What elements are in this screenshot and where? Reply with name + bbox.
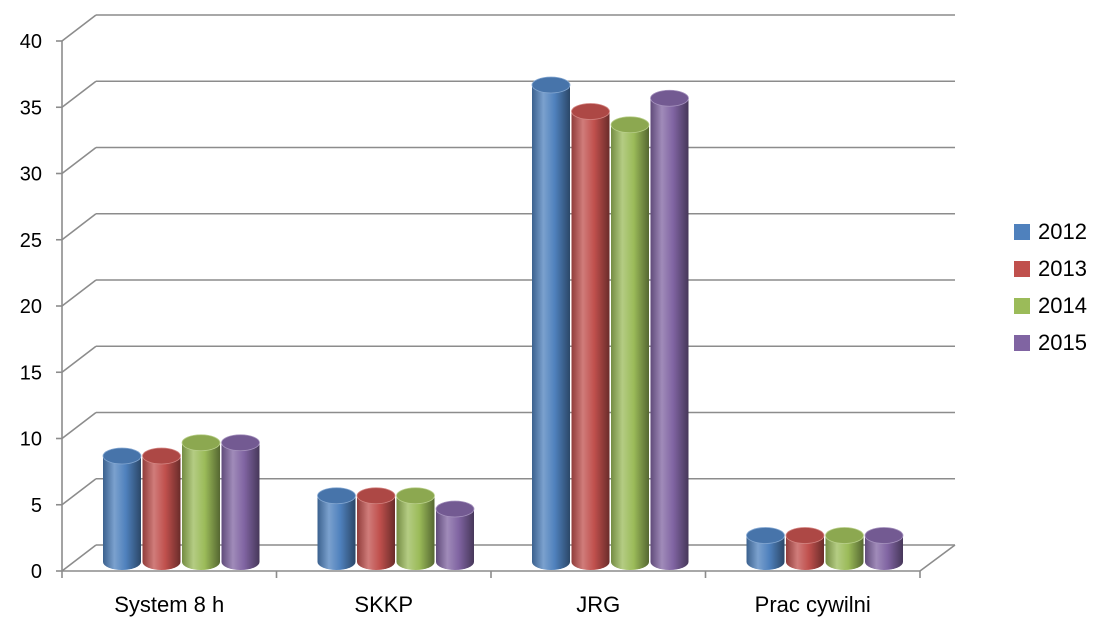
y-tick-label-8: 40 [20,31,42,53]
x-tick-label-1: SKKP [354,592,413,617]
legend-label-2015: 2015 [1038,329,1087,355]
bar-2013-2 [571,103,610,570]
legend-swatch-2012 [1014,223,1030,240]
bar-2013-0 [142,447,181,570]
legend-item-2013: 2013 [1014,255,1087,282]
bar-2015-0 [221,434,260,570]
bar-2014-1 [396,487,435,570]
x-tick-label-2: JRG [576,592,620,617]
gridline-diag-6 [61,146,97,175]
legend-item-2015: 2015 [1014,329,1087,356]
legend: 2012 2013 2014 2015 [1014,218,1087,366]
y-tick-label-2: 10 [20,429,42,451]
y-tick-label-3: 15 [20,362,42,384]
gridline-diag-7 [61,80,97,108]
bar-2015-1 [435,500,475,570]
bar-2015-3 [864,527,904,570]
bar-2012-1 [317,487,356,570]
bar-2012-3 [746,527,785,570]
bars [102,76,904,570]
gridline-diag-3 [61,345,97,373]
bar-2014-3 [825,527,864,570]
floor-right-edge [919,544,956,572]
legend-item-2014: 2014 [1014,292,1087,319]
bar-2012-2 [531,76,571,570]
gridlines [61,14,955,572]
y-tick-label-0: 0 [31,561,42,583]
bar-2013-3 [785,527,825,570]
gridline-diag-8 [61,14,97,42]
axes [56,40,956,578]
y-tick-label-7: 35 [20,97,42,119]
y-tick-label-1: 5 [31,495,42,517]
legend-label-2013: 2013 [1038,255,1087,281]
gridline-diag-1 [61,478,97,506]
legend-swatch-2015 [1014,334,1030,351]
legend-swatch-2013 [1014,260,1030,277]
legend-label-2014: 2014 [1038,292,1087,318]
bar-2015-2 [650,89,689,570]
y-tick-label-6: 30 [20,164,42,186]
gridline-diag-2 [61,411,97,440]
labels: 0 5 10 15 20 25 30 35 40 System 8 h SKKP JRG Prac cy… [20,31,871,617]
y-tick-label-5: 25 [20,230,42,252]
bar-2014-0 [181,434,221,570]
gridline-diag-4 [61,279,97,307]
x-tick-label-0: System 8 h [114,592,224,617]
bar-2013-1 [356,487,396,570]
y-tick-label-4: 20 [20,296,42,318]
gridline-diag-0 [61,544,97,572]
bar-2012-0 [102,447,142,570]
legend-item-2012: 2012 [1014,218,1087,245]
gridline-diag-5 [61,213,97,241]
legend-swatch-2014 [1014,297,1030,314]
bar-2014-2 [610,116,650,570]
x-tick-label-3: Prac cywilni [755,592,871,617]
legend-label-2012: 2012 [1038,218,1087,244]
